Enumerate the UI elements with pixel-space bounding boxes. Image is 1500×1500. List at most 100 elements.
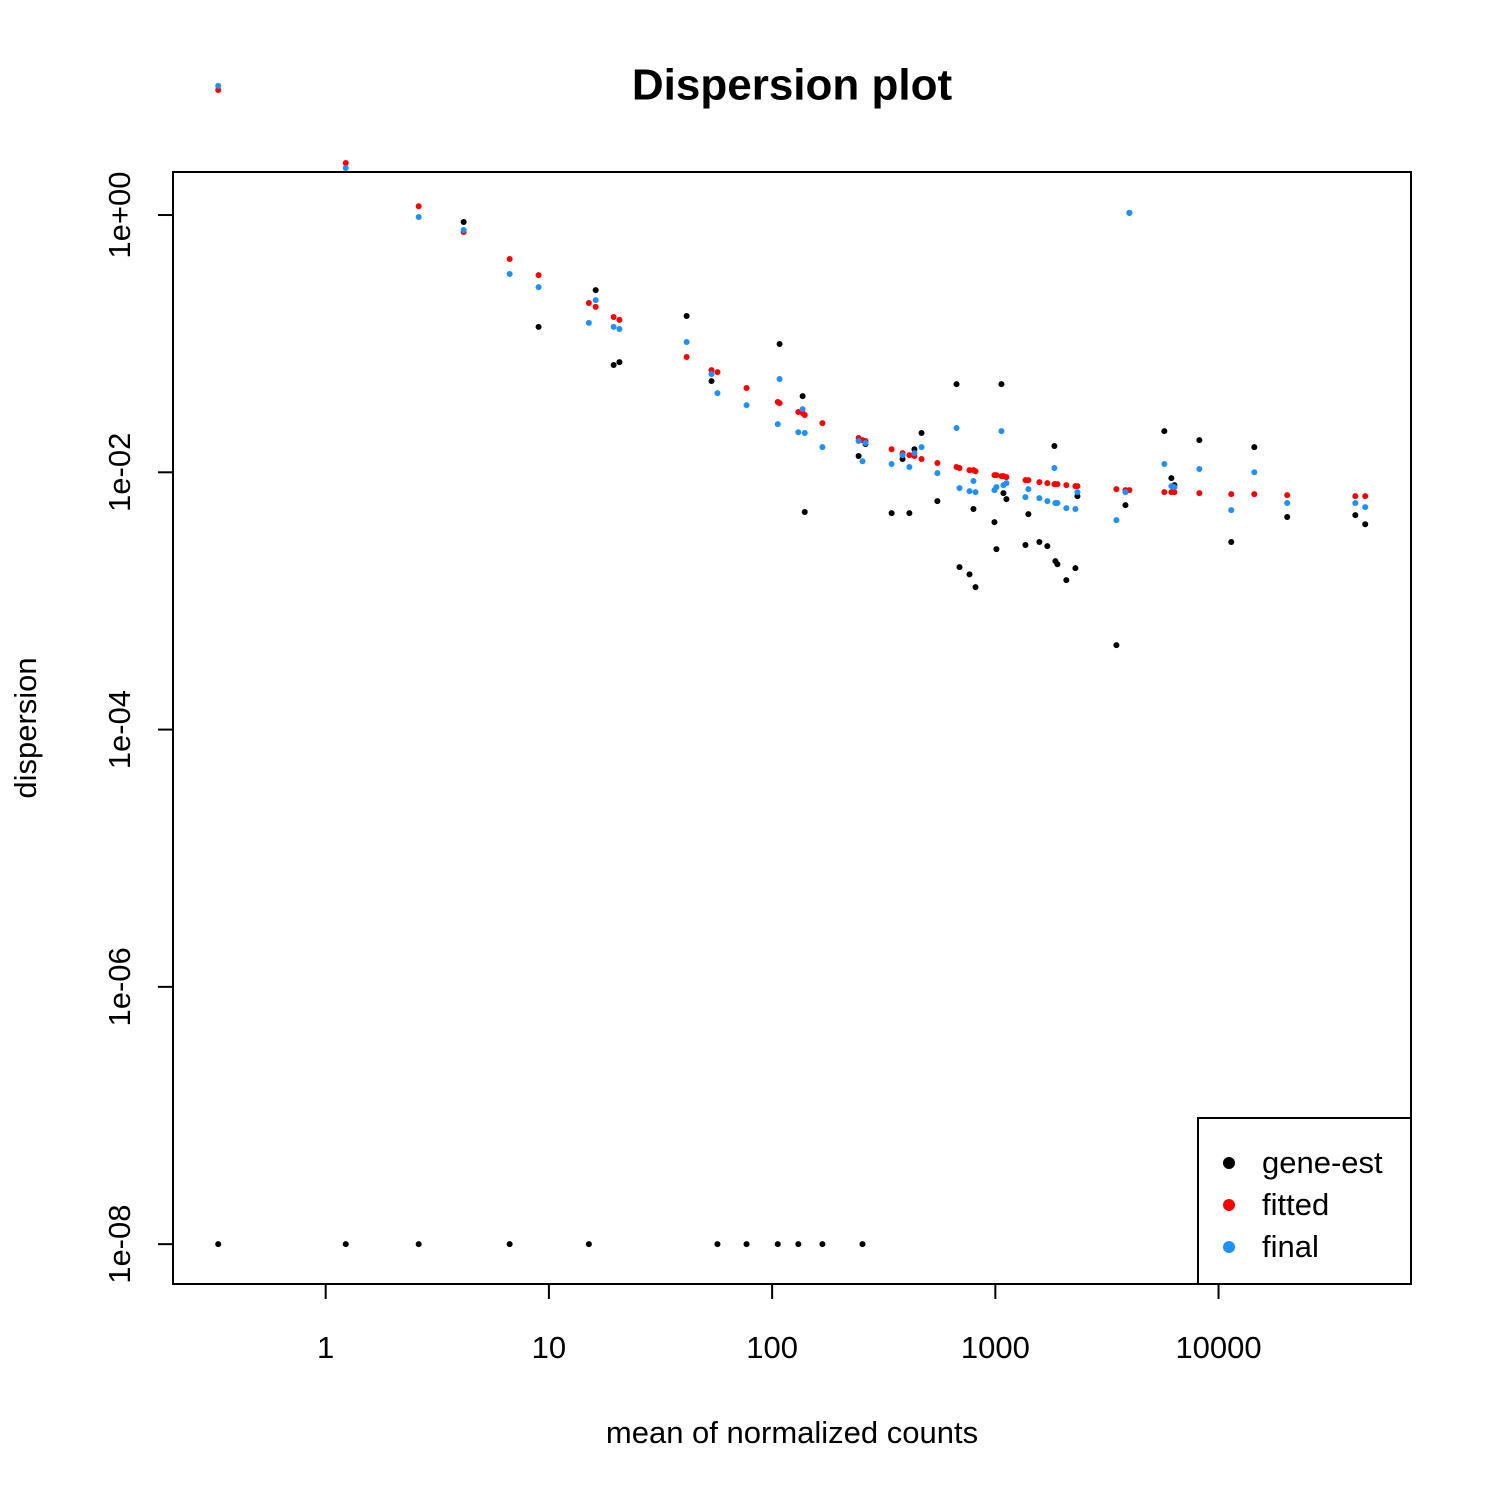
point <box>215 1241 222 1248</box>
point <box>855 438 862 445</box>
point <box>506 256 513 263</box>
point <box>918 430 925 437</box>
point <box>799 406 806 413</box>
point <box>714 1241 721 1248</box>
point <box>1044 498 1051 505</box>
point <box>1003 496 1010 503</box>
point <box>616 326 623 333</box>
x-tick-label: 1000 <box>961 1330 1030 1365</box>
legend-box <box>1197 1117 1412 1285</box>
point <box>1025 477 1032 484</box>
legend-label: gene-est <box>1262 1145 1383 1180</box>
x-tick-label: 10 <box>532 1330 566 1365</box>
point <box>1161 428 1168 435</box>
point <box>888 461 895 468</box>
point <box>859 1241 866 1248</box>
point <box>998 428 1005 435</box>
point <box>801 430 808 437</box>
point <box>1284 492 1291 499</box>
point <box>585 319 592 326</box>
y-tick-label: 1e-04 <box>102 690 137 769</box>
point <box>970 506 977 513</box>
point <box>1036 479 1043 486</box>
chart-title: Dispersion plot <box>632 61 953 110</box>
point <box>795 1241 802 1248</box>
point <box>776 341 783 348</box>
point <box>774 1241 781 1248</box>
point <box>1196 466 1203 473</box>
point <box>918 444 925 451</box>
point <box>1063 505 1070 512</box>
point <box>1196 437 1203 444</box>
point <box>1072 506 1079 513</box>
point <box>215 82 222 89</box>
x-axis-label: mean of normalized counts <box>606 1415 978 1450</box>
point <box>743 1241 750 1248</box>
legend-marker <box>1223 1199 1235 1211</box>
y-tick-label: 1e+00 <box>102 171 137 258</box>
point <box>1171 489 1178 496</box>
point <box>610 362 617 369</box>
point <box>774 421 781 428</box>
point <box>743 402 750 409</box>
point <box>1044 480 1051 487</box>
point <box>1228 539 1235 546</box>
point <box>1051 465 1058 472</box>
legend-label: final <box>1262 1229 1319 1264</box>
y-tick-label: 1e-02 <box>102 433 137 512</box>
point <box>1063 577 1070 584</box>
point <box>966 571 973 578</box>
point <box>1022 494 1029 501</box>
point <box>1063 482 1070 489</box>
point <box>415 214 422 221</box>
point <box>956 465 963 472</box>
point <box>1251 444 1258 451</box>
point <box>888 510 895 517</box>
point <box>610 314 617 321</box>
point <box>972 489 979 496</box>
point <box>855 452 862 459</box>
point <box>1352 500 1359 507</box>
point <box>415 1241 422 1248</box>
point <box>1036 495 1043 502</box>
point <box>714 390 721 397</box>
point <box>1022 542 1029 549</box>
point <box>1228 491 1235 498</box>
point <box>970 478 977 485</box>
point <box>592 297 599 304</box>
point <box>1126 209 1133 216</box>
point <box>1251 469 1258 476</box>
point <box>1072 565 1079 572</box>
point <box>1054 561 1061 568</box>
point <box>1161 489 1168 496</box>
point <box>1054 481 1061 488</box>
point <box>1074 483 1081 490</box>
point <box>801 411 808 418</box>
point <box>1074 489 1081 496</box>
point <box>592 287 599 294</box>
point <box>1228 507 1235 514</box>
point <box>1196 490 1203 497</box>
point <box>776 376 783 383</box>
point <box>972 584 979 591</box>
point <box>906 510 913 517</box>
point <box>506 1241 513 1248</box>
point <box>1113 642 1120 649</box>
point <box>956 564 963 571</box>
point <box>819 1241 826 1248</box>
point <box>708 371 715 378</box>
point <box>1122 502 1129 509</box>
point <box>1362 504 1369 511</box>
x-tick-label: 100 <box>746 1330 798 1365</box>
point <box>708 378 715 385</box>
point <box>966 488 973 495</box>
point <box>1171 484 1178 491</box>
point <box>1044 543 1051 550</box>
point <box>1168 475 1175 482</box>
point <box>1122 489 1129 496</box>
point <box>1284 514 1291 521</box>
point <box>918 455 925 462</box>
plot-frame <box>172 171 1412 1285</box>
point <box>934 498 941 505</box>
